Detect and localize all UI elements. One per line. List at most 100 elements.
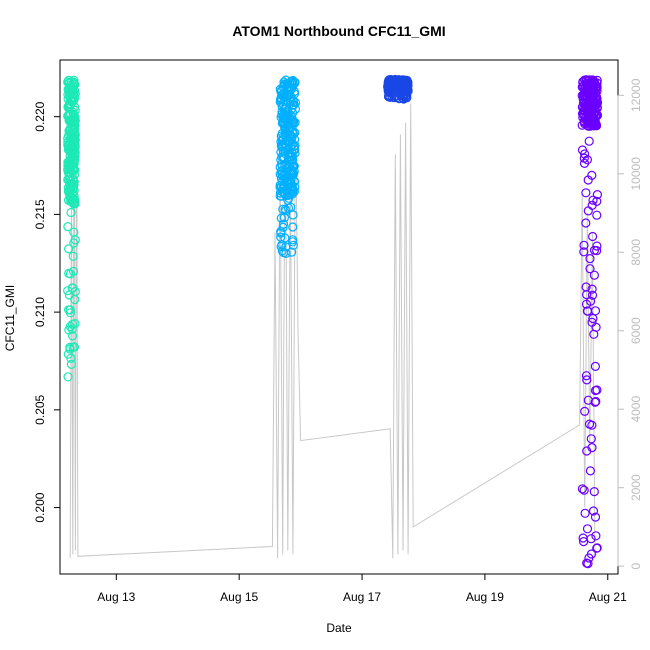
right-tick-label: 4000: [629, 396, 643, 423]
data-point: [281, 242, 291, 252]
data-point: [65, 269, 76, 279]
data-point: [288, 210, 298, 220]
data-point: [580, 406, 590, 416]
y-tick-label: 0.215: [33, 199, 47, 229]
data-point: [581, 188, 591, 198]
data-point: [68, 193, 78, 204]
data-point: [281, 75, 291, 85]
data-point: [587, 170, 597, 180]
data-point: [581, 371, 592, 381]
data-point: [289, 77, 299, 87]
data-point: [281, 103, 291, 114]
y-tick-label: 0.220: [33, 101, 47, 131]
data-point: [67, 115, 77, 126]
data-point: [67, 133, 77, 143]
data-point: [582, 375, 592, 385]
data-point: [592, 543, 602, 553]
right-tick-label: 6000: [629, 317, 643, 344]
data-point: [282, 171, 292, 181]
data-point: [278, 140, 288, 150]
data-point: [590, 119, 601, 129]
data-point: [592, 210, 602, 220]
data-point: [590, 397, 600, 407]
data-point: [586, 434, 596, 444]
data-point: [285, 152, 295, 162]
data-point: [70, 286, 80, 297]
data-point: [276, 182, 287, 192]
data-point: [583, 395, 593, 405]
data-point: [278, 204, 288, 214]
data-point: [384, 86, 394, 96]
data-point: [587, 443, 597, 453]
data-point: [384, 79, 394, 89]
x-tick-label: Aug 15: [220, 590, 258, 604]
data-point: [587, 200, 597, 210]
data-point: [66, 196, 76, 206]
data-point: [66, 359, 77, 369]
y-tick-label: 0.200: [33, 492, 47, 522]
y-tick-label: 0.205: [33, 394, 47, 424]
right-tick-label: 0: [629, 563, 643, 570]
data-point: [278, 219, 289, 229]
data-point: [67, 160, 77, 170]
data-point: [578, 536, 589, 547]
data-point: [582, 115, 593, 126]
right-tick-label: 12000: [629, 78, 643, 112]
data-point: [288, 97, 299, 107]
data-point: [590, 512, 601, 522]
data-point: [67, 331, 78, 341]
data-point: [68, 79, 79, 89]
data-point: [68, 89, 78, 99]
data-point: [587, 284, 597, 294]
data-point: [587, 317, 597, 327]
data-point: [69, 125, 80, 135]
data-point: [67, 77, 77, 87]
data-point: [65, 151, 75, 161]
data-point: [586, 107, 596, 118]
series-1: [63, 75, 80, 382]
data-point: [581, 282, 591, 292]
altitude-line: [69, 75, 596, 559]
y-axis: 0.200 0.205 0.210 0.215 0.220: [33, 101, 60, 523]
data-point: [70, 165, 80, 175]
data-point: [385, 75, 395, 85]
data-point: [585, 254, 595, 264]
data-point: [592, 190, 603, 200]
data-point: [587, 290, 598, 300]
data-point: [65, 126, 75, 136]
right-tick-label: 8000: [629, 239, 643, 266]
data-point: [587, 420, 597, 430]
data-point: [585, 264, 595, 274]
data-point: [277, 161, 287, 171]
data-point: [66, 207, 76, 218]
data-point: [276, 213, 286, 223]
data-point: [287, 148, 297, 158]
data-point: [383, 91, 394, 102]
data-point: [583, 206, 593, 216]
x-tick-label: Aug 19: [466, 590, 504, 604]
data-point: [63, 244, 74, 254]
data-point: [578, 533, 588, 543]
data-point: [287, 247, 297, 257]
data-point: [65, 342, 75, 352]
data-point: [288, 222, 298, 232]
data-point: [275, 191, 285, 201]
data-point: [287, 185, 297, 195]
data-point: [588, 102, 599, 113]
data-point: [278, 88, 288, 99]
data-points: [63, 74, 603, 569]
data-point: [592, 246, 602, 256]
right-y-axis: 0 2000 4000 6000 8000 10000 12000: [617, 78, 643, 570]
x-tick-label: Aug 13: [97, 590, 135, 604]
data-point: [289, 162, 299, 172]
data-point: [63, 222, 73, 232]
data-point: [385, 92, 395, 103]
data-point: [70, 319, 80, 329]
data-point: [580, 508, 590, 518]
data-point: [591, 83, 601, 93]
data-point: [70, 79, 80, 90]
data-point: [589, 329, 599, 339]
data-point: [395, 75, 405, 86]
data-point: [69, 238, 79, 248]
y-tick-label: 0.210: [33, 297, 47, 327]
